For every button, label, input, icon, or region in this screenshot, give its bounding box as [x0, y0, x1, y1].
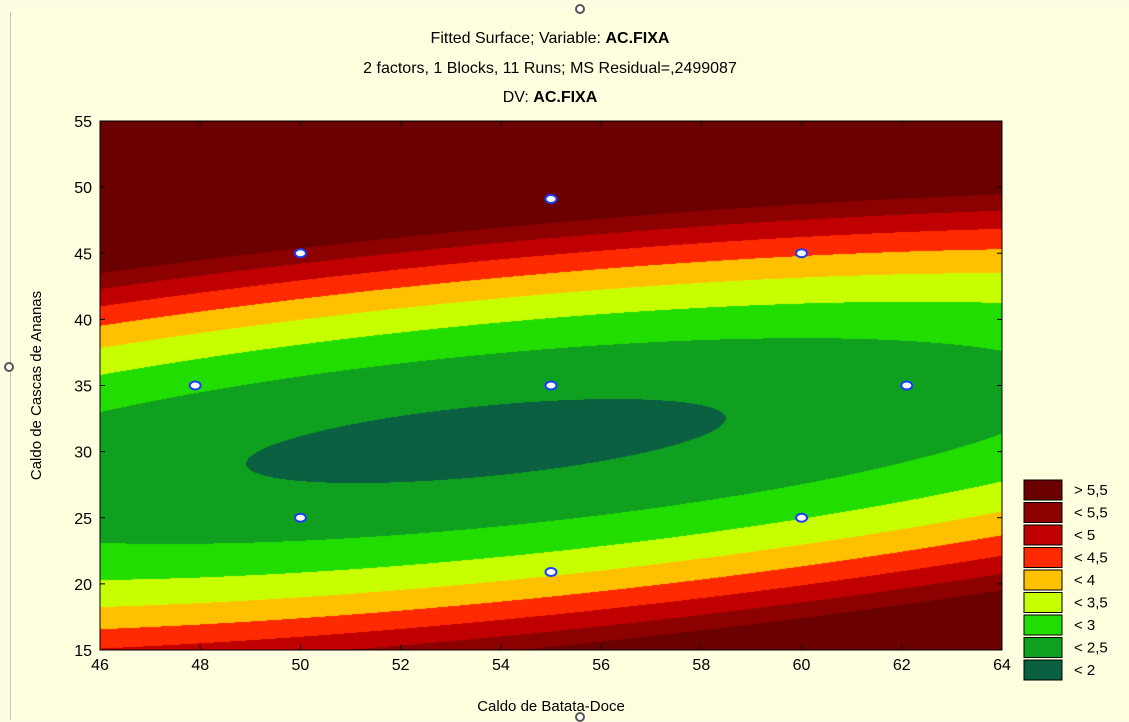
chart-title: Fitted Surface; Variable: AC.FIXA: [100, 30, 1000, 48]
legend-label: < 5,5: [1074, 505, 1108, 522]
design-point: [795, 512, 809, 523]
legend-label: < 2,5: [1074, 640, 1108, 657]
y-tick-label: 40: [74, 312, 92, 329]
x-tick-label: 46: [91, 657, 109, 674]
legend-swatch: [1023, 637, 1063, 658]
y-tick-label: 50: [74, 180, 92, 197]
x-tick-label: 52: [392, 657, 410, 674]
x-tick-label: 50: [292, 657, 310, 674]
design-point: [544, 194, 558, 205]
legend-label: > 5,5: [1074, 482, 1108, 499]
resize-handle-left[interactable]: [4, 362, 14, 372]
legend-swatch: [1023, 569, 1063, 591]
legend-swatch: [1023, 592, 1063, 613]
legend-label: < 5: [1074, 527, 1095, 544]
x-tick-label: 48: [191, 657, 209, 674]
title-variable: AC.FIXA: [605, 30, 670, 47]
dv-variable: AC.FIXA: [533, 89, 598, 106]
legend-swatch: [1023, 547, 1063, 568]
chart-dv-line: DV: AC.FIXA: [100, 89, 1000, 107]
y-axis-label: Caldo de Cascas de Ananas: [28, 291, 45, 480]
legend-swatch: [1023, 479, 1063, 501]
x-axis-label: Caldo de Batata-Doce: [477, 698, 625, 715]
x-tick-label: 62: [893, 657, 911, 674]
design-point: [544, 566, 558, 577]
axes: 46 48 50 52 54 56 58 60 62 64 15 20 25 30 35 40 45 50 55 Ca…: [28, 114, 1011, 715]
x-tick-label: 54: [492, 657, 510, 674]
x-tick-label: 58: [692, 657, 710, 674]
resize-handle-top[interactable]: [575, 4, 585, 14]
y-tick-label: 15: [74, 643, 92, 660]
design-point: [293, 248, 307, 259]
design-point: [544, 380, 558, 391]
legend-label: < 4,5: [1074, 550, 1108, 567]
legend-label: < 3: [1074, 617, 1095, 634]
legend-label: < 4: [1074, 572, 1095, 589]
y-tick-label: 30: [74, 445, 92, 462]
legend-swatch: [1023, 614, 1063, 636]
legend: > 5,5 < 5,5 < 5 < 4,5 < 4 < 3,5 < 3 < 2,5 < 2: [1023, 479, 1108, 681]
y-tick-label: 25: [74, 511, 92, 528]
design-point: [293, 512, 307, 523]
y-tick-label: 45: [74, 246, 92, 263]
legend-swatch: [1023, 524, 1063, 546]
design-point: [795, 248, 809, 259]
legend-label: < 2: [1074, 662, 1095, 679]
title-prefix: Fitted Surface; Variable:: [430, 30, 606, 47]
design-point: [900, 380, 914, 391]
chart-subtitle: 2 factors, 1 Blocks, 11 Runs; MS Residua…: [363, 60, 737, 77]
legend-swatch: [1023, 502, 1063, 523]
y-tick-label: 35: [74, 379, 92, 396]
legend-swatch: [1023, 659, 1063, 681]
x-tick-label: 60: [793, 657, 811, 674]
y-tick-label: 20: [74, 577, 92, 594]
dv-prefix: DV:: [502, 89, 534, 106]
y-tick-label: 55: [74, 114, 92, 131]
design-points: [188, 194, 914, 577]
design-point: [188, 380, 202, 391]
x-tick-label: 56: [592, 657, 610, 674]
legend-label: < 3,5: [1074, 595, 1108, 612]
x-tick-label: 64: [993, 657, 1011, 674]
